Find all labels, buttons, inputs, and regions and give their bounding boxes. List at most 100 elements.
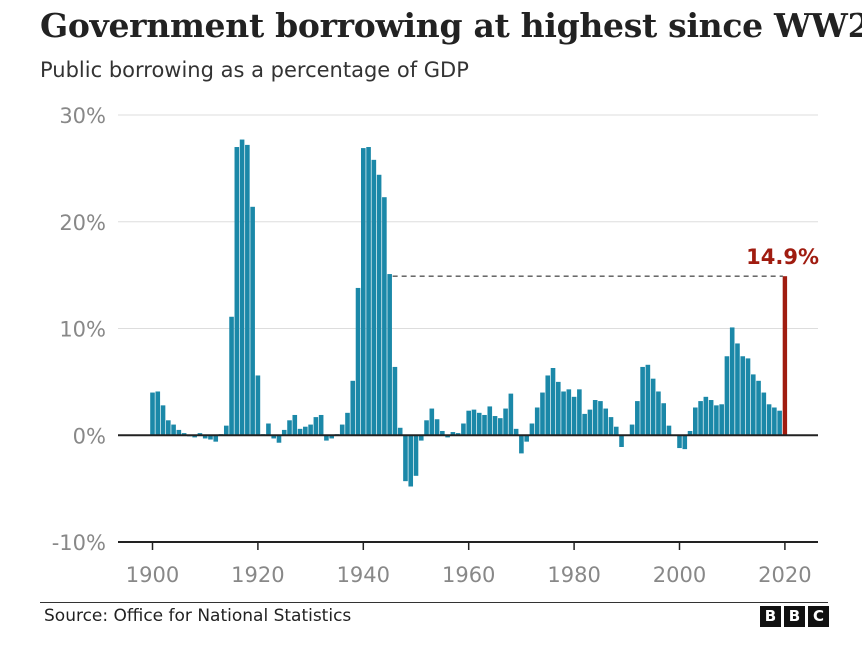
- bar-1955: [440, 430, 445, 436]
- bar-1923: [271, 435, 277, 439]
- y-axis-ticks: -10% 0% 10% 20% 30%: [52, 104, 106, 555]
- bar-1911: [208, 435, 213, 440]
- bar-1994: [645, 364, 651, 436]
- bar-1970: [519, 435, 524, 454]
- bar-1980: [571, 396, 577, 436]
- bar-1950: [413, 435, 419, 476]
- bar-1936: [339, 424, 345, 436]
- bar-1956: [445, 435, 450, 438]
- bar-1905: [176, 429, 182, 436]
- bar-2005: [703, 396, 709, 436]
- bars: [150, 139, 788, 487]
- bar-1901: [155, 391, 161, 436]
- bar-2009: [724, 356, 730, 436]
- bar-1904: [171, 424, 176, 436]
- bar-1903: [166, 420, 171, 436]
- bar-2008: [719, 404, 724, 436]
- bar-1967: [503, 408, 508, 436]
- bar-1997: [661, 403, 666, 436]
- bar-1906: [181, 433, 187, 436]
- bar-1993: [640, 366, 645, 436]
- bar-1975: [545, 375, 551, 436]
- bar-1934: [329, 435, 334, 439]
- bar-2006: [708, 400, 714, 436]
- chart-title: Government borrowing at highest since WW…: [40, 6, 862, 45]
- bar-1910: [202, 435, 208, 439]
- bar-2001: [682, 435, 688, 450]
- bar-1938: [350, 380, 356, 436]
- bar-1940: [361, 148, 366, 436]
- bar-1965: [492, 416, 498, 436]
- bar-1998: [666, 425, 672, 436]
- bar-1943: [376, 174, 382, 436]
- y-tick-label: 10%: [59, 318, 106, 342]
- bar-1941: [366, 147, 371, 436]
- bar-1926: [287, 420, 292, 436]
- bar-1985: [598, 401, 603, 436]
- bar-1974: [540, 392, 545, 436]
- bar-1995: [650, 378, 656, 436]
- y-tick-label: 30%: [59, 104, 106, 128]
- bbc-logo-letter-3: C: [808, 606, 829, 627]
- bar-1959: [461, 423, 466, 436]
- bar-1991: [629, 424, 635, 436]
- bar-1915: [229, 316, 234, 436]
- highlight-value-label: 14.9%: [746, 245, 819, 269]
- bar-1948: [403, 435, 408, 482]
- bar-2007: [714, 405, 719, 436]
- bar-1957: [450, 432, 456, 436]
- x-tick-label: 2020: [758, 563, 811, 587]
- bar-1982: [582, 413, 587, 436]
- bar-1996: [656, 391, 661, 436]
- bar-1992: [635, 401, 640, 436]
- bar-1961: [471, 409, 477, 436]
- bar-2011: [735, 343, 740, 436]
- bar-2017: [766, 404, 772, 436]
- bar-1902: [160, 405, 166, 436]
- x-tick-label: 1980: [547, 563, 600, 587]
- annotations: 14.9%: [746, 245, 819, 269]
- chart-subtitle: Public borrowing as a percentage of GDP: [40, 58, 469, 82]
- bar-1914: [223, 425, 229, 436]
- bar-1987: [608, 417, 614, 436]
- bar-1964: [487, 406, 493, 436]
- bar-1984: [592, 400, 598, 436]
- bar-1937: [345, 412, 350, 436]
- bar-2013: [745, 358, 751, 436]
- bar-1922: [266, 423, 271, 436]
- gridlines: [118, 114, 818, 329]
- bar-1920: [255, 375, 261, 436]
- bar-1968: [508, 393, 514, 436]
- bar-1916: [234, 147, 240, 436]
- bar-1909: [197, 433, 203, 436]
- bar-1960: [466, 410, 471, 436]
- bar-1919: [250, 206, 255, 436]
- bar-1962: [476, 412, 482, 436]
- bar-2014: [750, 374, 756, 436]
- bar-1971: [524, 435, 529, 442]
- x-tick-label: 1900: [126, 563, 179, 587]
- bbc-logo-letter-2: B: [784, 606, 805, 627]
- bar-1951: [418, 435, 424, 441]
- bar-1945: [387, 274, 392, 436]
- bar-1929: [303, 426, 308, 436]
- borrowing-bar-chart: -10% 0% 10% 20% 30% 1900 1920 1940 1960 1980 2000…: [52, 104, 819, 587]
- bar-1976: [550, 367, 556, 436]
- bar-2003: [693, 407, 698, 436]
- y-tick-label: -10%: [52, 531, 106, 555]
- bar-1947: [397, 427, 403, 436]
- x-tick-label: 2000: [653, 563, 706, 587]
- bar-1988: [613, 426, 619, 436]
- bar-1931: [313, 417, 319, 436]
- bar-2012: [740, 356, 746, 436]
- bar-2018: [772, 407, 777, 436]
- bar-1981: [577, 389, 582, 436]
- bar-1925: [281, 429, 287, 436]
- bar-1930: [308, 424, 313, 436]
- bar-2020: [782, 276, 788, 436]
- footer-divider: [40, 602, 828, 603]
- bar-1978: [561, 391, 566, 436]
- bar-1932: [318, 414, 324, 436]
- bar-1972: [529, 423, 535, 436]
- bar-1944: [382, 197, 387, 436]
